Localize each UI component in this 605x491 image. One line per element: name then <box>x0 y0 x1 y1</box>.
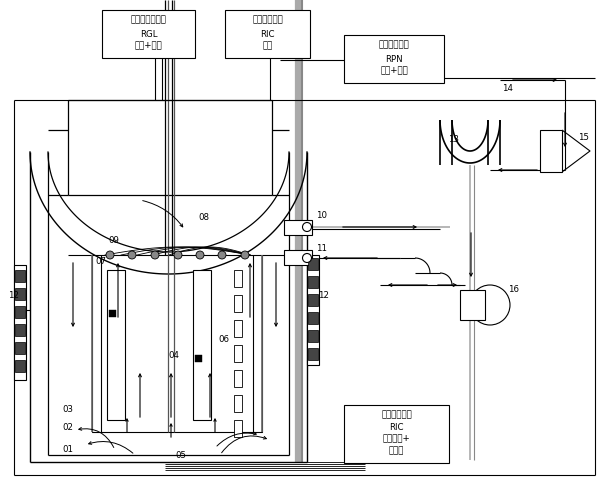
Text: 05: 05 <box>175 451 186 460</box>
Bar <box>234 370 242 387</box>
Circle shape <box>196 251 204 259</box>
Circle shape <box>302 253 312 263</box>
Bar <box>460 290 485 320</box>
Text: 控制+保护: 控制+保护 <box>135 42 162 51</box>
Circle shape <box>174 251 182 259</box>
Bar <box>102 10 195 58</box>
Text: 控制棒控制系统: 控制棒控制系统 <box>131 16 166 25</box>
Text: 10: 10 <box>316 211 327 219</box>
Bar <box>344 405 449 463</box>
Circle shape <box>106 251 114 259</box>
Bar <box>344 35 444 83</box>
Text: 06: 06 <box>218 335 229 345</box>
Bar <box>308 312 318 324</box>
Bar <box>92 255 262 432</box>
Text: 温度测量系统: 温度测量系统 <box>252 16 283 25</box>
Circle shape <box>218 251 226 259</box>
Circle shape <box>151 251 159 259</box>
Text: 11: 11 <box>316 244 327 252</box>
Bar <box>234 320 242 337</box>
Text: 07: 07 <box>95 257 106 267</box>
Bar <box>234 270 242 287</box>
Text: 16: 16 <box>508 285 519 295</box>
Bar <box>15 360 25 372</box>
Text: 可移动式+: 可移动式+ <box>382 435 410 443</box>
Bar <box>193 270 211 420</box>
Text: 12: 12 <box>318 291 329 300</box>
Bar <box>284 250 312 265</box>
Bar <box>308 348 318 360</box>
Bar <box>107 270 125 420</box>
Text: 14: 14 <box>502 83 513 92</box>
Text: 15: 15 <box>578 134 589 142</box>
Text: 01: 01 <box>62 445 73 455</box>
Text: 保护: 保护 <box>263 42 273 51</box>
Text: 04: 04 <box>168 351 179 359</box>
Text: 堆外测量系统: 堆外测量系统 <box>379 40 410 50</box>
Bar <box>308 294 318 306</box>
Text: RGL: RGL <box>140 29 157 38</box>
Bar <box>307 255 319 365</box>
Circle shape <box>470 285 510 325</box>
Text: 13: 13 <box>448 136 459 144</box>
Bar <box>540 130 562 172</box>
Bar <box>15 324 25 336</box>
Bar <box>195 355 202 362</box>
Circle shape <box>302 222 312 231</box>
Text: 固定式: 固定式 <box>389 446 404 456</box>
Bar <box>308 276 318 288</box>
Text: 控制+保护: 控制+保护 <box>380 66 408 76</box>
Bar <box>234 295 242 312</box>
Text: 03: 03 <box>62 406 73 414</box>
Bar <box>15 288 25 300</box>
Circle shape <box>241 251 249 259</box>
Bar <box>308 258 318 270</box>
Circle shape <box>128 251 136 259</box>
Bar <box>15 342 25 354</box>
Bar <box>284 220 312 235</box>
Text: RIC: RIC <box>389 422 404 432</box>
Bar <box>15 306 25 318</box>
Text: 堆内测量系统: 堆内测量系统 <box>381 410 412 419</box>
Text: 12: 12 <box>8 291 19 300</box>
Bar <box>234 345 242 362</box>
Bar <box>234 395 242 412</box>
Text: 09: 09 <box>108 236 119 245</box>
Bar <box>15 270 25 282</box>
Bar <box>109 310 116 317</box>
Bar <box>234 420 242 437</box>
Text: 02: 02 <box>62 424 73 433</box>
Text: RIC: RIC <box>260 29 275 38</box>
Bar <box>14 265 26 380</box>
Text: RPN: RPN <box>385 55 403 63</box>
Text: 08: 08 <box>198 214 209 222</box>
Bar <box>308 330 318 342</box>
Bar <box>225 10 310 58</box>
